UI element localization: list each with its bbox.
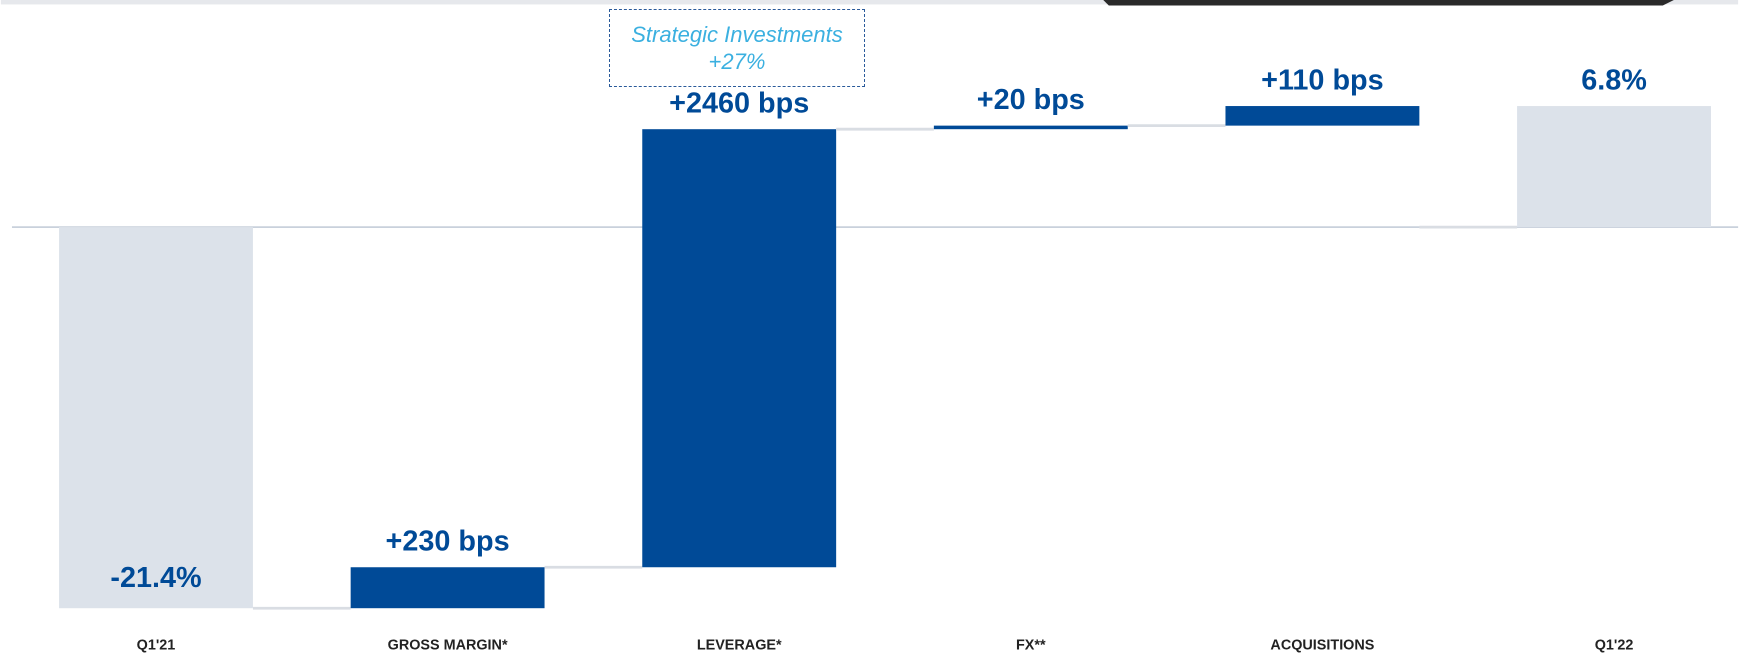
value-label: +20 bps bbox=[977, 84, 1085, 116]
top-band bbox=[0, 0, 1739, 5]
x-tick-label: LEVERAGE* bbox=[697, 638, 782, 654]
bar bbox=[350, 567, 545, 609]
bar bbox=[59, 227, 253, 609]
x-tick-label: Q1'21 bbox=[137, 638, 176, 654]
value-label: 6.8% bbox=[1581, 64, 1647, 96]
value-label: +230 bps bbox=[386, 525, 510, 557]
x-tick-label: ACQUISITIONS bbox=[1270, 638, 1374, 654]
bar bbox=[933, 125, 1128, 130]
value-label: +2460 bps bbox=[669, 87, 809, 119]
bar bbox=[642, 129, 837, 568]
value-label: +110 bps bbox=[1261, 64, 1383, 96]
bar bbox=[1225, 106, 1420, 126]
annotation: Strategic Investments +27% bbox=[609, 9, 865, 87]
x-tick-label: GROSS MARGIN* bbox=[388, 638, 508, 654]
x-tick-label: Q1'22 bbox=[1595, 638, 1634, 654]
header-photo bbox=[1103, 0, 1674, 6]
x-tick-label: FX** bbox=[1016, 638, 1046, 654]
bar bbox=[1517, 106, 1711, 228]
value-label: -21.4% bbox=[110, 562, 201, 594]
